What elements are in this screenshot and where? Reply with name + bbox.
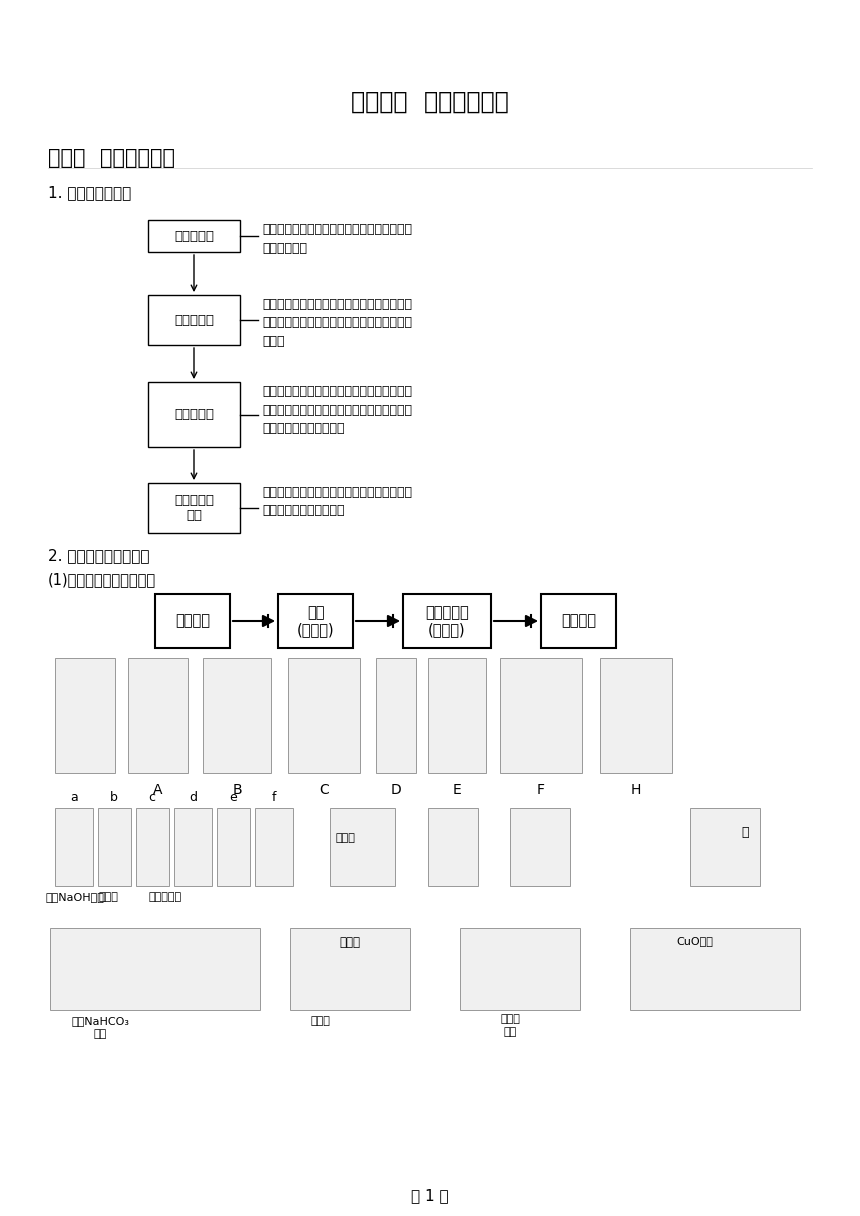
FancyBboxPatch shape	[148, 295, 240, 345]
Bar	[630, 928, 800, 1010]
Bar	[50, 928, 260, 1010]
Bar	[600, 658, 672, 773]
Text: 除杂仪器的
选择: 除杂仪器的 选择	[174, 494, 214, 522]
Bar	[460, 928, 580, 1010]
Text: D: D	[390, 783, 402, 796]
Bar	[428, 658, 486, 773]
FancyBboxPatch shape	[148, 382, 240, 447]
Bar	[136, 807, 169, 886]
Text: 2. 制备实验方案的设计: 2. 制备实验方案的设计	[48, 548, 150, 563]
Text: 浓硫酸: 浓硫酸	[335, 833, 355, 843]
Bar	[290, 928, 410, 1010]
Text: F: F	[537, 783, 545, 796]
Text: 所用除杂试剂是固体时选用干燥管，所用除杂
试剂是液体时选用洗气瓶: 所用除杂试剂是固体时选用干燥管，所用除杂 试剂是液体时选用洗气瓶	[262, 486, 412, 518]
Text: 少量液体的实验用试管，较大量液体的实验用
烧瓶；蒸发结晶用蒸发皿；对固体高温灼烧时
用坩埚: 少量液体的实验用试管，较大量液体的实验用 烧瓶；蒸发结晶用蒸发皿；对固体高温灼烧…	[262, 298, 412, 348]
Text: f: f	[272, 790, 276, 804]
Bar	[203, 658, 271, 773]
Text: E: E	[452, 783, 461, 796]
FancyBboxPatch shape	[148, 483, 240, 533]
Text: 进行过滤操作时用普通漏斗；组装简易气体发
生装置用长颈漏斗；组装要求控制反应速率的
气体发生装置用分液漏斗: 进行过滤操作时用普通漏斗；组装简易气体发 生装置用长颈漏斗；组装要求控制反应速率…	[262, 385, 412, 435]
Text: 水: 水	[741, 827, 749, 839]
Text: 模块一  专题知识归纳: 模块一 专题知识归纳	[48, 148, 175, 168]
Bar	[55, 807, 93, 886]
Bar	[255, 807, 293, 886]
Bar	[217, 807, 250, 886]
Text: 1. 仪器的选择方法: 1. 仪器的选择方法	[48, 185, 132, 199]
Text: C: C	[319, 783, 329, 796]
FancyBboxPatch shape	[155, 593, 230, 648]
Text: 发生装置: 发生装置	[175, 614, 210, 629]
Text: c: c	[149, 790, 156, 804]
Bar	[376, 658, 416, 773]
Text: 净化
(含干燥): 净化 (含干燥)	[297, 604, 335, 637]
Bar	[690, 807, 760, 886]
Text: 漏斗的选择: 漏斗的选择	[174, 409, 214, 421]
Bar	[55, 658, 115, 773]
Text: 干燥管: 干燥管	[340, 936, 360, 948]
Bar	[428, 807, 478, 886]
Text: 第 1 页: 第 1 页	[411, 1188, 449, 1203]
Text: B: B	[232, 783, 242, 796]
Text: 浓硫酸: 浓硫酸	[98, 893, 118, 902]
Bar	[500, 658, 582, 773]
Text: 尾气处理: 尾气处理	[561, 614, 596, 629]
Text: 饱和NaHCO₃
溶液: 饱和NaHCO₃ 溶液	[71, 1017, 129, 1040]
Text: 足量NaOH溶液: 足量NaOH溶液	[46, 893, 104, 902]
Text: 性质或制备
(含收集): 性质或制备 (含收集)	[425, 604, 469, 637]
Text: H: H	[631, 783, 642, 796]
Text: b: b	[110, 790, 118, 804]
Text: 化学专题  实验探究综合: 化学专题 实验探究综合	[351, 90, 509, 114]
FancyBboxPatch shape	[403, 593, 491, 648]
Bar	[330, 807, 395, 886]
Text: (1)物质制备实验基本装置: (1)物质制备实验基本装置	[48, 572, 157, 587]
Text: A: A	[153, 783, 163, 796]
Text: 碱石灰: 碱石灰	[310, 1017, 330, 1026]
Text: 量器的选择: 量器的选择	[174, 230, 214, 242]
Text: d: d	[189, 790, 197, 804]
Text: 容器的选择: 容器的选择	[174, 314, 214, 327]
Text: CuO粉末: CuO粉末	[677, 936, 714, 946]
Text: e: e	[229, 790, 237, 804]
Bar	[174, 807, 212, 886]
Text: 硫酸铜
粉末: 硫酸铜 粉末	[500, 1014, 520, 1037]
Bar	[128, 658, 188, 773]
Text: 澄清石灰水: 澄清石灰水	[149, 893, 181, 902]
Bar	[98, 807, 131, 886]
FancyBboxPatch shape	[278, 593, 353, 648]
Bar	[510, 807, 570, 886]
Bar	[288, 658, 360, 773]
Text: 粗略量取液体的体积用量筒，精确量取液体的
体积用滴定管: 粗略量取液体的体积用量筒，精确量取液体的 体积用滴定管	[262, 223, 412, 254]
FancyBboxPatch shape	[541, 593, 616, 648]
Text: a: a	[71, 790, 78, 804]
FancyBboxPatch shape	[148, 220, 240, 252]
